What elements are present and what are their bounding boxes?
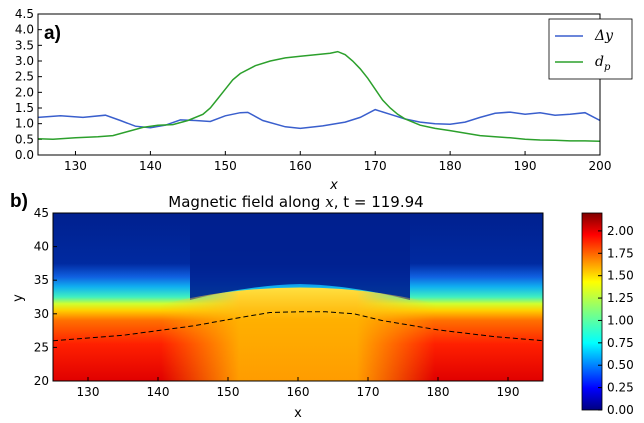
x-tick-label: 130 — [64, 159, 87, 173]
colorbar-tick-label: 0.75 — [607, 336, 634, 350]
heatmap-panel: b) Magnetic field along x, t = 119.94 13… — [10, 191, 634, 421]
panel-label-a: a) — [44, 23, 61, 44]
x-tick-label: 160 — [287, 385, 310, 399]
x-tick-label: 150 — [214, 159, 237, 173]
y-tick-label: 4.5 — [15, 7, 34, 21]
title-suffix: , t = 119.94 — [334, 193, 424, 211]
y-tick-label: 35 — [34, 273, 49, 287]
x-tick-label: 150 — [217, 385, 240, 399]
legend-label-delta-y: Δy — [594, 28, 614, 44]
colorbar-tick-label: 1.75 — [607, 246, 634, 260]
colorbar-scale — [581, 212, 603, 411]
colorbar-tick-label: 2.00 — [607, 224, 634, 238]
y-tick-label: 20 — [34, 374, 49, 388]
field-upper-dark — [190, 213, 410, 300]
plot-frame — [37, 13, 601, 156]
y-tick-label: 0.0 — [15, 148, 34, 162]
x-tick-label: 180 — [439, 159, 462, 173]
y-tick-label: 25 — [34, 340, 49, 354]
line-chart-panel: 130 140 150 160 170 180 190 200 0.0 0.51.0 1.5 2.02… — [15, 7, 633, 193]
colorbar: 0.00 0.25 0.50 0.75 1.00 1.25 1.50 1.75 2.00 — [581, 212, 634, 417]
y-tick-label: 0.5 — [15, 132, 34, 146]
colorbar-tick-label: 1.25 — [607, 291, 634, 305]
colorbar-tick-label: 0.50 — [607, 358, 634, 372]
colorbar-tick-label: 1.00 — [607, 313, 634, 327]
colorbar-tick-label: 0.25 — [607, 381, 634, 395]
series-line-0 — [38, 108, 600, 130]
legend: Δy dp — [548, 18, 633, 80]
y-tick-label: 30 — [34, 307, 49, 321]
title-prefix: Magnetic field along — [168, 193, 325, 211]
x-tick-label: 190 — [497, 385, 520, 399]
y-tick-label: 40 — [34, 240, 49, 254]
y-tick-label: 2.5 — [15, 70, 34, 84]
x-tick-label: 140 — [147, 385, 170, 399]
y-tick-label: 1.0 — [15, 117, 34, 131]
series-line-1 — [38, 50, 600, 142]
x-tick-label: 140 — [139, 159, 162, 173]
y-tick-label: 3.5 — [15, 38, 34, 52]
field-core — [140, 287, 460, 381]
heatmap-image — [53, 213, 543, 381]
heatmap-axis-ticks: 130 140 150 160 170 180 190 20 25 30 35 40 45 — [34, 206, 520, 399]
y-axis-label-b: y — [11, 294, 26, 302]
x-tick-label: 130 — [77, 385, 100, 399]
y-tick-label: 2.0 — [15, 85, 34, 99]
axis-ticks: 130 140 150 160 170 180 190 200 0.0 0.51.0 1.5 2.02… — [15, 7, 612, 173]
x-tick-label: 190 — [514, 159, 537, 173]
x-tick-label: 200 — [589, 159, 612, 173]
x-tick-label: 170 — [364, 159, 387, 173]
interface-line — [53, 311, 543, 342]
y-tick-label: 1.5 — [15, 101, 34, 115]
title-var: x — [325, 193, 334, 211]
y-tick-label: 4.0 — [15, 23, 34, 37]
x-tick-label: 170 — [357, 385, 380, 399]
x-axis-label-a: x — [329, 178, 338, 193]
colorbar-ticks: 0.00 0.25 0.50 0.75 1.00 1.25 1.50 1.75 2.00 — [598, 224, 634, 417]
panel-label-b: b) — [10, 191, 28, 212]
x-axis-label-b: x — [294, 406, 302, 421]
colorbar-tick-label: 0.00 — [607, 403, 634, 417]
series-lines — [38, 50, 600, 142]
legend-box — [548, 18, 633, 80]
colorbar-tick-label: 1.50 — [607, 269, 634, 283]
y-tick-label: 3.0 — [15, 54, 34, 68]
chart-title: Magnetic field along x, t = 119.94 — [168, 193, 423, 211]
x-tick-label: 180 — [427, 385, 450, 399]
y-tick-label: 45 — [34, 206, 49, 220]
x-tick-label: 160 — [289, 159, 312, 173]
